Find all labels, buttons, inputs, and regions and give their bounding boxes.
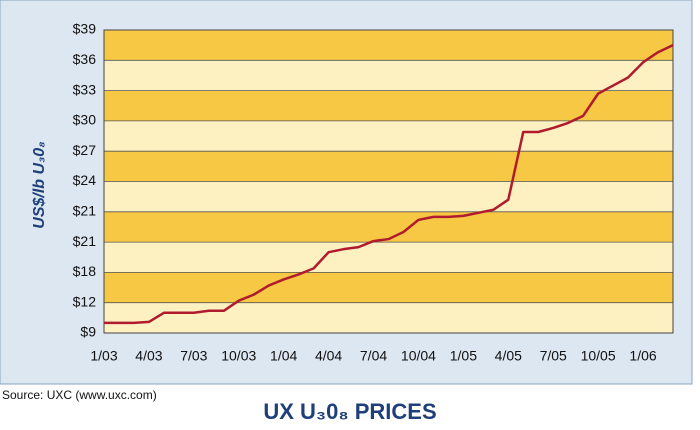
band <box>104 30 673 61</box>
x-tick-label: 1/04 <box>270 348 297 364</box>
x-tick-label: 10/04 <box>401 348 436 364</box>
band <box>104 272 673 303</box>
y-tick-label: $36 <box>73 51 97 67</box>
band <box>104 181 673 212</box>
price-line <box>104 44 674 325</box>
chart-title: UX U₃0₈ PRICES <box>263 399 436 424</box>
x-tick-label: 4/03 <box>135 348 162 364</box>
band <box>104 151 673 182</box>
band <box>104 302 673 333</box>
band <box>104 242 673 273</box>
y-tick-label: $18 <box>73 263 97 279</box>
band <box>104 90 673 121</box>
y-tick-label: $9 <box>80 324 96 340</box>
source: Source: UXC (www.uxc.com) <box>2 388 157 402</box>
band <box>104 120 673 152</box>
plot-frame <box>103 29 674 334</box>
y-tick-label: $27 <box>73 142 97 158</box>
x-tick-label: 7/04 <box>360 348 387 364</box>
y-tick-label: $21 <box>73 233 97 249</box>
x-tick-label: 4/05 <box>495 348 522 364</box>
y-tick-label: $30 <box>73 112 97 128</box>
x-tick-label: 1/06 <box>629 348 656 364</box>
x-tick-label: 4/04 <box>315 348 342 364</box>
y-tick-label: $12 <box>73 293 97 309</box>
x-tick-label: 7/05 <box>540 348 567 364</box>
band <box>104 60 673 91</box>
y-tick-label: $21 <box>73 203 97 219</box>
x-tick-label: 1/05 <box>450 348 477 364</box>
x-tick-label: 10/05 <box>581 348 616 364</box>
y-tick-label: $24 <box>73 172 97 188</box>
y-tick-label: $33 <box>73 81 97 97</box>
y-axis-label: US$/lb U₃0₈ <box>31 141 48 228</box>
x-tick-label: 1/03 <box>90 348 117 364</box>
band <box>104 211 673 243</box>
x-tick-label: 7/03 <box>180 348 207 364</box>
y-tick-label: $39 <box>73 21 97 37</box>
x-tick-label: 10/03 <box>221 348 256 364</box>
